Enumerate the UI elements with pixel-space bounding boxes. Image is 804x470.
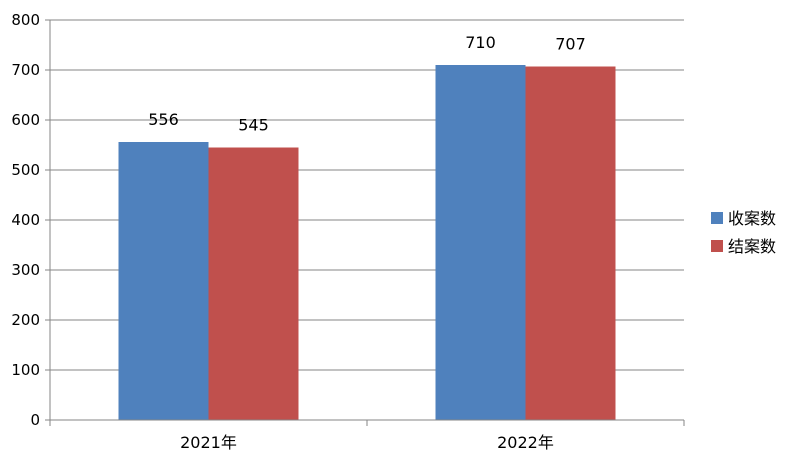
legend-swatch	[711, 212, 723, 224]
y-axis-ticks: 0 100 200 300 400 500 600 700 800	[11, 11, 51, 429]
y-tick-label: 200	[11, 311, 40, 329]
x-category-label: 2021年	[180, 433, 237, 452]
y-tick-label: 600	[11, 111, 40, 129]
y-tick-label: 0	[30, 411, 40, 429]
y-tick-label: 400	[11, 211, 40, 229]
data-label: 545	[238, 116, 269, 135]
legend-label: 收案数	[728, 209, 776, 228]
bar-received-1	[435, 65, 526, 420]
y-tick-label: 500	[11, 161, 40, 179]
legend-swatch	[711, 240, 723, 252]
legend-label: 结案数	[728, 237, 776, 256]
y-tick-label: 700	[11, 61, 40, 79]
bars	[118, 65, 616, 420]
bar-closed-0	[208, 147, 299, 420]
y-tick-label: 800	[11, 11, 40, 29]
data-label: 556	[148, 110, 179, 129]
y-tick-label: 100	[11, 361, 40, 379]
data-label: 707	[555, 35, 586, 54]
data-label: 710	[465, 33, 496, 52]
bar-received-0	[118, 142, 209, 420]
category-labels: 2021年 2022年	[180, 433, 554, 452]
data-labels: 556 545 710 707	[148, 33, 586, 135]
x-axis	[49, 419, 685, 426]
bar-closed-1	[525, 66, 616, 420]
y-tick-label: 300	[11, 261, 40, 279]
x-category-label: 2022年	[497, 433, 554, 452]
